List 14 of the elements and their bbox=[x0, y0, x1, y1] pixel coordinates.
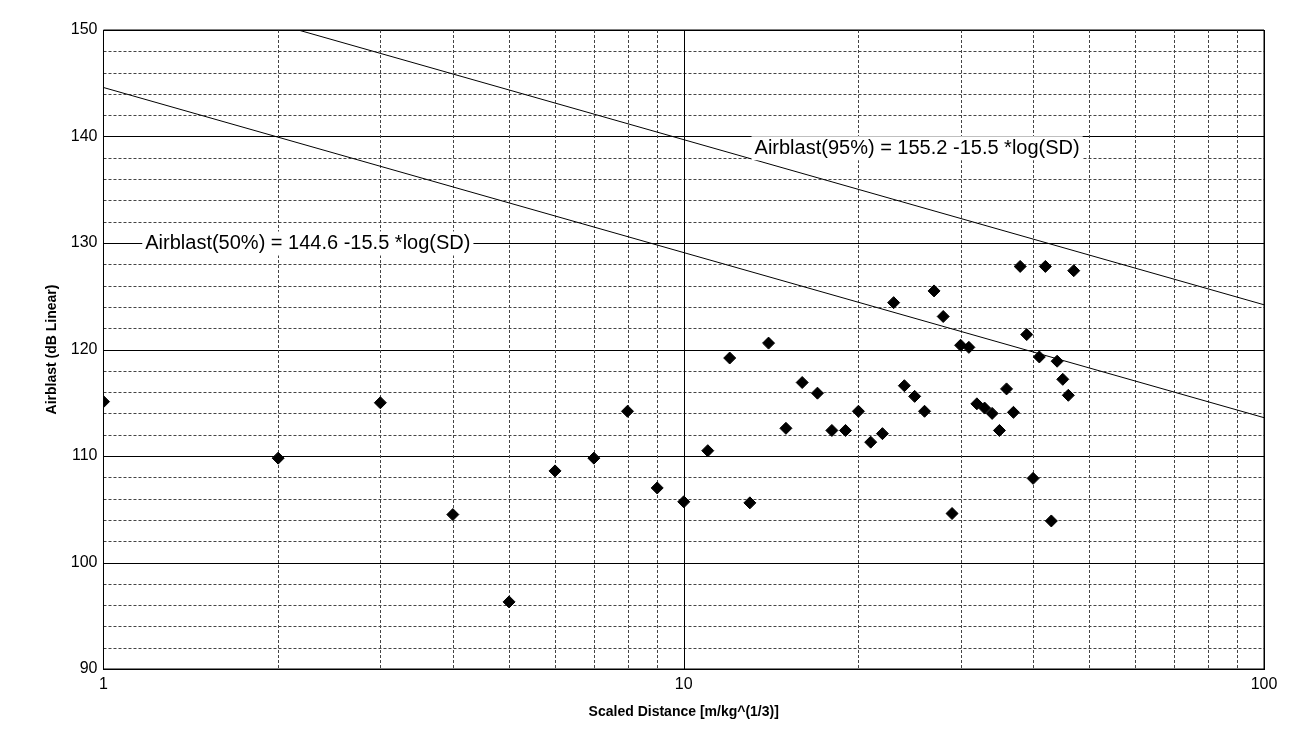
y-tick-label: 100 bbox=[70, 552, 98, 570]
annotation: Airblast(95%) = 155.2 -15.5 *log(SD) bbox=[754, 135, 1080, 158]
x-tick-label: 10 bbox=[674, 675, 693, 693]
x-axis-title: Scaled Distance [m/kg^(1/3)] bbox=[588, 703, 779, 720]
y-tick-label: 150 bbox=[70, 20, 98, 38]
y-tick-label: 90 bbox=[79, 659, 98, 677]
x-tick-label: 100 bbox=[1250, 675, 1278, 693]
y-tick-label: 130 bbox=[70, 233, 98, 251]
y-tick-label: 110 bbox=[71, 446, 98, 464]
y-tick-label: 120 bbox=[70, 339, 98, 357]
x-tick-label: 1 bbox=[99, 675, 109, 693]
y-tick-label: 140 bbox=[70, 126, 98, 144]
y-axis-title: Airblast (dB Linear) bbox=[43, 284, 60, 415]
annotation: Airblast(50%) = 144.6 -15.5 *log(SD) bbox=[145, 230, 471, 253]
